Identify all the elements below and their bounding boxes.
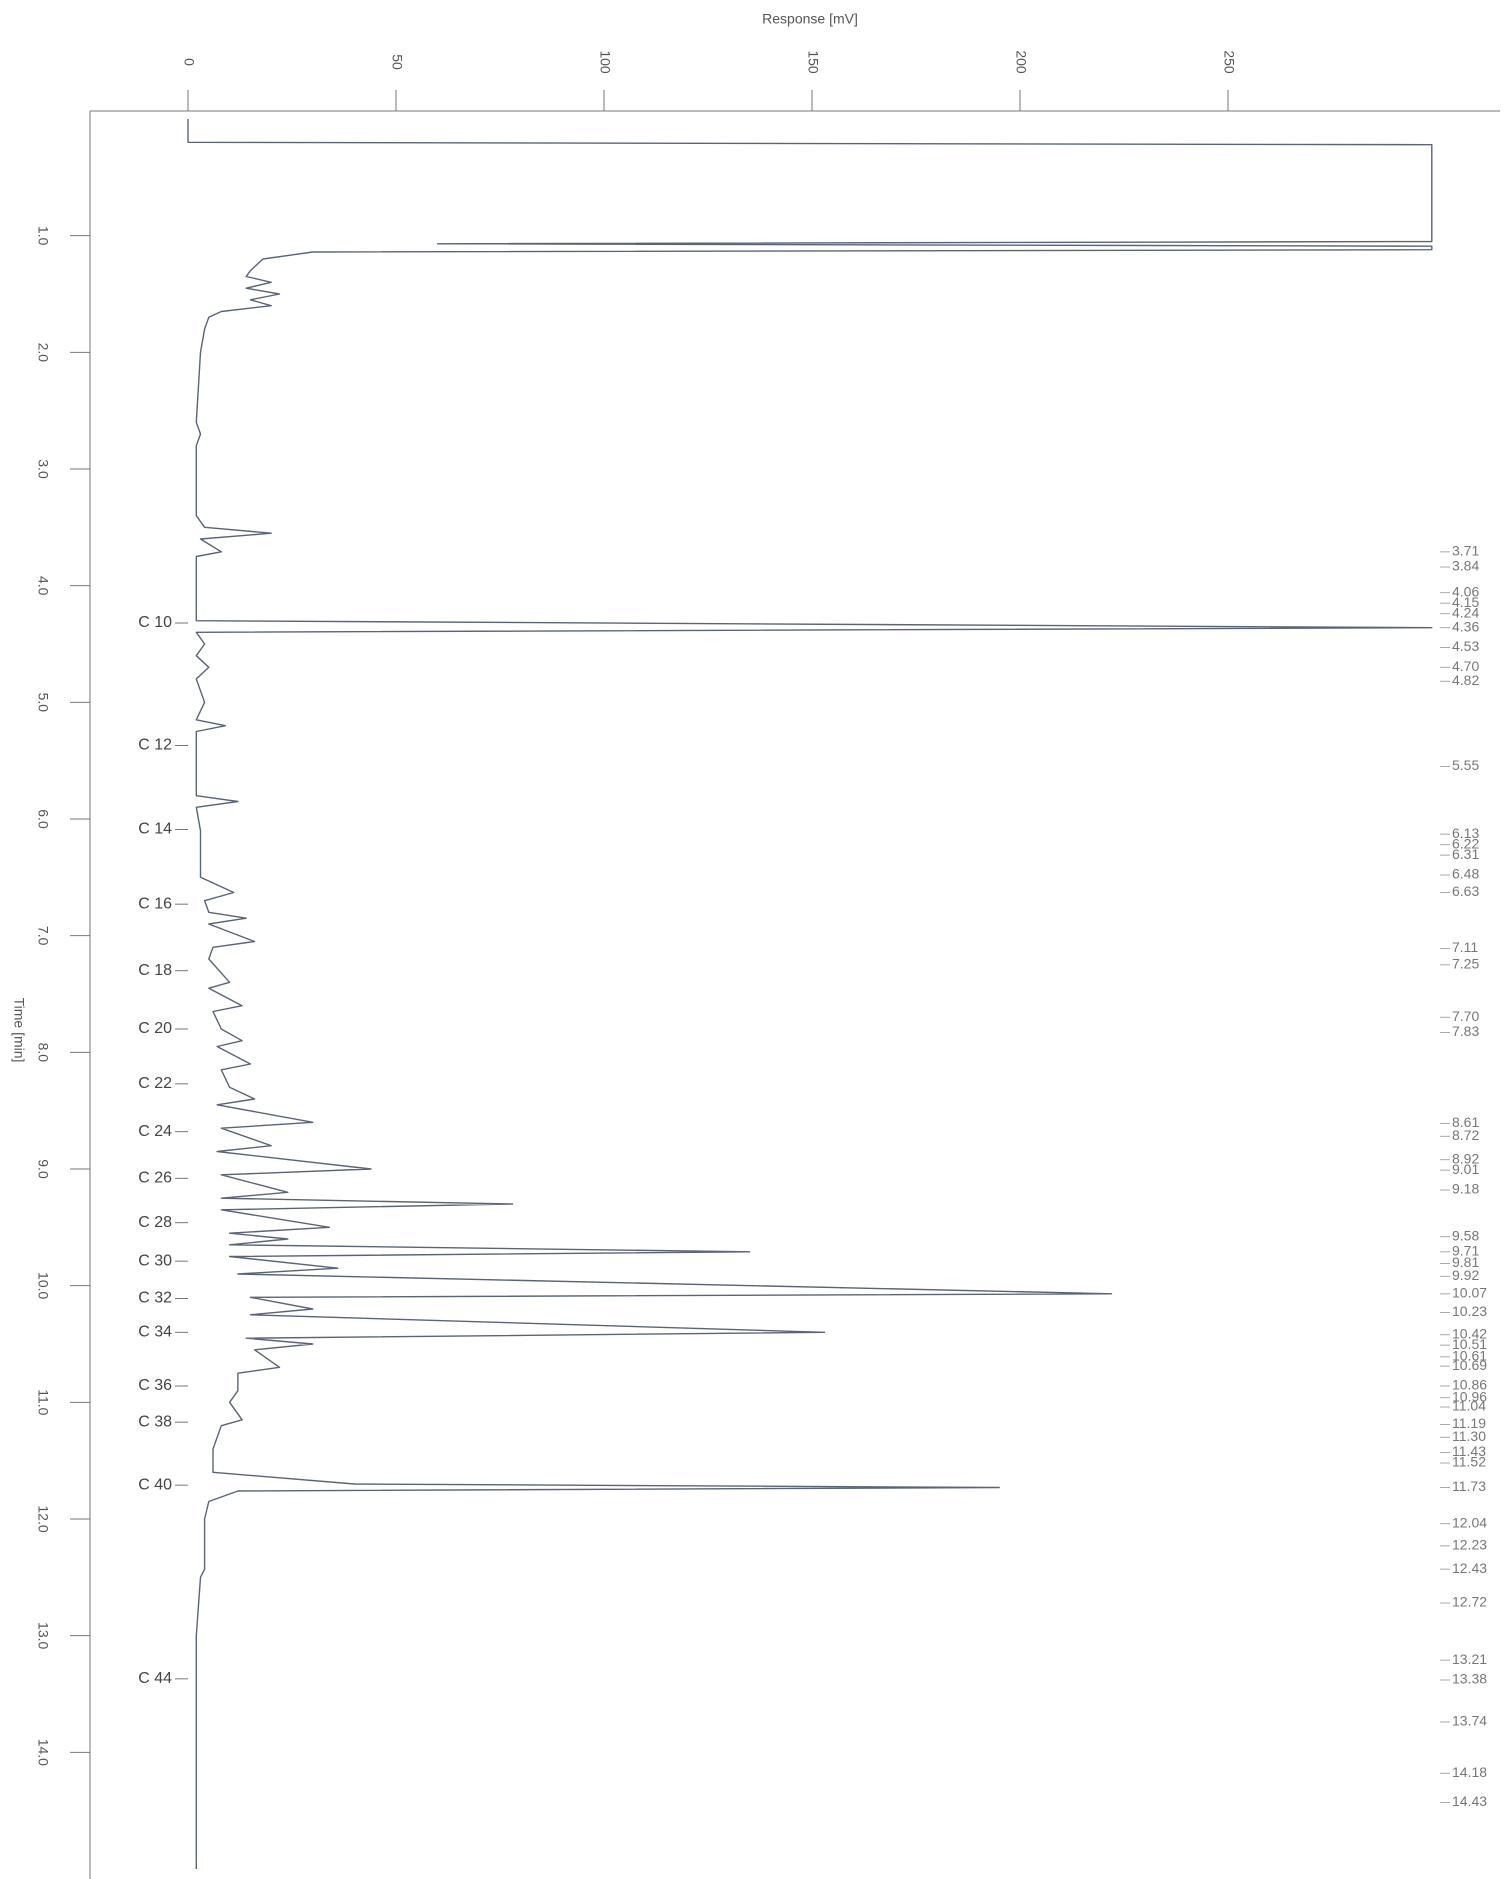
peak-label: 13.74 (1452, 1713, 1487, 1729)
peak-label: 7.70 (1452, 1008, 1479, 1024)
peak-label: 6.63 (1452, 883, 1479, 899)
annotation: C 12 (138, 737, 172, 754)
x-tick-label: 11.0 (35, 1389, 51, 1415)
annotation: C 38 (138, 1413, 172, 1430)
y-tick-label: 150 (805, 50, 821, 74)
peak-label: 12.72 (1452, 1594, 1487, 1610)
peak-label: 12.04 (1452, 1514, 1487, 1530)
peak-label: 4.82 (1452, 672, 1479, 688)
annotation: C 34 (138, 1324, 172, 1341)
peak-label: 6.48 (1452, 866, 1479, 882)
x-tick-label: 2.0 (35, 343, 51, 363)
peak-label: 6.13 (1452, 825, 1479, 841)
peak-label: 10.69 (1452, 1357, 1487, 1373)
x-axis-label: Time [min] (11, 998, 27, 1063)
peak-label: 9.18 (1452, 1181, 1479, 1197)
x-tick-label: 12.0 (35, 1505, 51, 1532)
peak-label: 10.96 (1452, 1388, 1487, 1404)
peak-label: 7.83 (1452, 1023, 1479, 1039)
annotation: C 36 (138, 1377, 172, 1394)
peak-label: 6.31 (1452, 846, 1479, 862)
x-tick-label: 1.0 (35, 226, 51, 246)
annotation: C 28 (138, 1214, 172, 1231)
peak-label: 9.71 (1452, 1243, 1479, 1259)
peak-label: 4.06 (1452, 583, 1479, 599)
x-tick-label: 14.0 (35, 1739, 51, 1766)
peak-label: 14.18 (1452, 1764, 1487, 1780)
peak-label: 10.86 (1452, 1377, 1487, 1393)
peak-label: 8.92 (1452, 1150, 1479, 1166)
annotation: C 14 (138, 821, 172, 838)
peak-label: 8.61 (1452, 1114, 1479, 1130)
peak-label: 11.43 (1452, 1443, 1486, 1459)
annotation: C 32 (138, 1290, 172, 1307)
peak-label: 11.19 (1452, 1415, 1486, 1431)
peak-label: 9.58 (1452, 1227, 1479, 1243)
peak-label: 4.53 (1452, 638, 1479, 654)
peak-label: 7.11 (1452, 939, 1478, 955)
peak-label: 11.52 (1452, 1454, 1486, 1470)
peak-label: 9.92 (1452, 1267, 1479, 1283)
peak-label: 4.70 (1452, 658, 1479, 674)
x-tick-label: 6.0 (35, 809, 51, 829)
x-tick-label: 10.0 (35, 1272, 51, 1299)
x-tick-label: 8.0 (35, 1043, 51, 1063)
y-tick-label: 250 (1221, 50, 1237, 74)
peak-label: 10.61 (1452, 1348, 1487, 1364)
peak-label: 10.07 (1452, 1285, 1487, 1301)
annotation: C 26 (138, 1170, 172, 1187)
peak-label: 12.23 (1452, 1537, 1487, 1553)
peak-label: 3.84 (1452, 558, 1479, 574)
peak-label: 13.21 (1452, 1651, 1487, 1667)
y-tick-label: 200 (1013, 50, 1029, 74)
x-tick-label: 7.0 (35, 926, 51, 946)
peak-label: 10.42 (1452, 1325, 1487, 1341)
peak-label: 13.38 (1452, 1671, 1487, 1687)
peak-label: 8.72 (1452, 1127, 1479, 1143)
annotation: C 30 (138, 1252, 172, 1269)
peak-label: 7.25 (1452, 956, 1479, 972)
annotation: C 18 (138, 962, 172, 979)
y-tick-label: 100 (597, 50, 613, 74)
x-tick-label: 4.0 (35, 576, 51, 596)
annotation: C 44 (138, 1670, 172, 1687)
trace (187, 119, 1433, 1869)
peak-label: 4.36 (1452, 618, 1479, 634)
peak-label: 9.01 (1452, 1161, 1479, 1177)
peak-label: 11.73 (1452, 1478, 1486, 1494)
peak-label: 14.43 (1452, 1793, 1487, 1809)
x-tick-label: 9.0 (35, 1159, 51, 1179)
peak-label: 11.30 (1452, 1428, 1486, 1444)
peak-label: 11.04 (1452, 1398, 1486, 1414)
peak-label: 4.15 (1452, 594, 1479, 610)
x-tick-label: 3.0 (35, 459, 51, 479)
peak-label: 4.24 (1452, 604, 1479, 620)
annotation: C 24 (138, 1123, 172, 1140)
peak-label: 6.22 (1452, 835, 1479, 851)
x-tick-label: 13.0 (35, 1622, 51, 1649)
annotation: C 22 (138, 1075, 172, 1092)
y-tick-label: 0 (181, 58, 197, 66)
annotation: C 16 (138, 895, 172, 912)
x-tick-label: 5.0 (35, 693, 51, 713)
peak-label: 9.81 (1452, 1254, 1479, 1270)
chart-title: Response [mV] (762, 11, 858, 27)
annotation: C 20 (138, 1020, 172, 1037)
y-tick-label: 50 (389, 54, 405, 70)
annotation: C 40 (138, 1476, 172, 1493)
peak-label: 10.51 (1452, 1336, 1487, 1352)
peak-label: 10.23 (1452, 1303, 1487, 1319)
peak-label: 12.43 (1452, 1560, 1487, 1576)
annotation: C 10 (138, 614, 172, 631)
peak-label: 3.71 (1452, 543, 1479, 559)
peak-label: 5.55 (1452, 757, 1479, 773)
